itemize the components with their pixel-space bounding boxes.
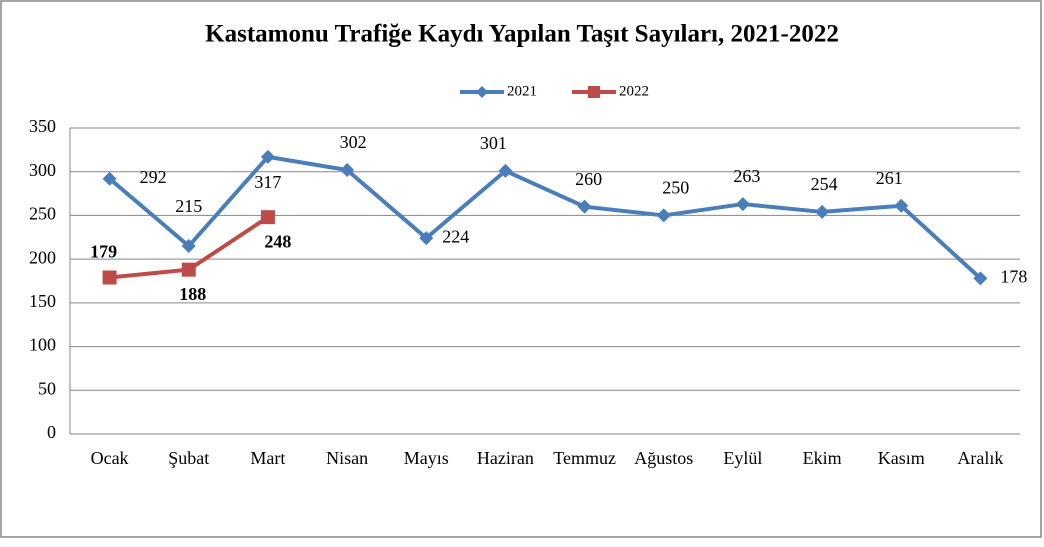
- y-tick-label: 0: [47, 422, 56, 442]
- x-tick-label: Mart: [250, 448, 285, 468]
- y-tick-label: 100: [29, 335, 56, 355]
- marker: [181, 239, 196, 254]
- x-tick-label: Nisan: [326, 448, 368, 468]
- marker: [102, 171, 117, 186]
- legend-label: 2021: [507, 83, 537, 99]
- y-tick-label: 150: [29, 291, 56, 311]
- data-label: 317: [254, 172, 281, 192]
- data-label: 292: [140, 167, 167, 187]
- data-label: 250: [662, 178, 689, 198]
- x-tick-label: Eylül: [723, 448, 762, 468]
- data-label: 302: [340, 132, 367, 152]
- x-tick-label: Aralık: [957, 448, 1003, 468]
- data-label: 224: [442, 226, 469, 246]
- data-label: 248: [264, 231, 291, 251]
- marker: [260, 149, 275, 164]
- y-tick-label: 300: [29, 160, 56, 180]
- marker: [973, 271, 988, 286]
- x-tick-label: Haziran: [477, 448, 534, 468]
- data-label: 263: [733, 166, 760, 186]
- marker: [340, 162, 355, 177]
- chart-title: Kastamonu Trafiğe Kaydı Yapılan Taşıt Sa…: [205, 21, 839, 48]
- y-tick-label: 50: [38, 378, 56, 398]
- legend-marker: [588, 86, 600, 98]
- y-tick-label: 200: [29, 247, 56, 267]
- marker: [577, 199, 592, 214]
- marker: [656, 208, 671, 223]
- marker: [735, 197, 750, 212]
- data-label: 178: [1000, 267, 1027, 287]
- data-label: 179: [90, 242, 117, 262]
- marker: [260, 210, 275, 225]
- x-tick-label: Kasım: [878, 448, 925, 468]
- x-tick-label: Şubat: [168, 448, 209, 468]
- x-tick-label: Temmuz: [553, 448, 616, 468]
- marker: [102, 270, 117, 285]
- x-tick-label: Ocak: [91, 448, 129, 468]
- marker: [894, 198, 909, 213]
- marker: [181, 262, 196, 277]
- x-tick-label: Mayıs: [404, 448, 449, 468]
- data-label: 301: [480, 133, 507, 153]
- x-tick-label: Ekim: [803, 448, 842, 468]
- data-label: 261: [876, 168, 903, 188]
- legend-label: 2022: [619, 83, 649, 99]
- data-label: 215: [175, 196, 202, 216]
- y-tick-label: 350: [29, 116, 56, 136]
- marker: [498, 163, 513, 178]
- data-label: 260: [575, 169, 602, 189]
- x-tick-label: Ağustos: [634, 448, 693, 468]
- data-label: 254: [811, 174, 838, 194]
- y-tick-label: 250: [29, 204, 56, 224]
- legend-marker: [476, 86, 488, 98]
- series-line: [108, 154, 982, 280]
- marker: [419, 231, 434, 246]
- data-label: 188: [179, 284, 206, 304]
- marker: [815, 204, 830, 219]
